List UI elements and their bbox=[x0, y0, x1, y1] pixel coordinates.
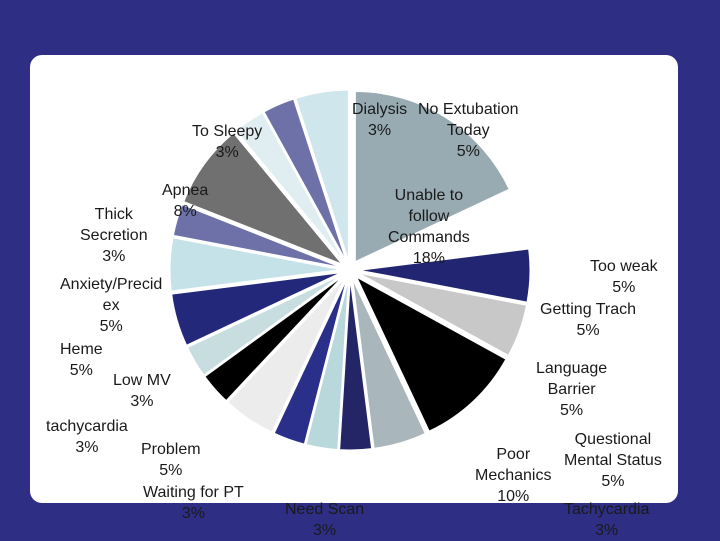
pie-slice bbox=[183, 132, 343, 265]
pie-slice bbox=[172, 203, 341, 268]
slice-label-getting-trach: Getting Trach 5% bbox=[540, 301, 637, 339]
slice-label-waiting-for-pt: Waiting for PT 3% bbox=[143, 484, 244, 522]
slice-label-unable-to-follow: Unable to follow Commands 18% bbox=[388, 187, 470, 267]
slice-label-low-mv: Low MV 3% bbox=[113, 372, 171, 410]
pie-slice bbox=[305, 279, 349, 451]
pie-slice bbox=[169, 237, 341, 292]
pie-slice bbox=[295, 89, 349, 261]
pie-slice bbox=[354, 91, 510, 263]
pie-slice bbox=[359, 248, 531, 303]
pie-slice bbox=[339, 279, 373, 451]
pie-slice bbox=[355, 276, 507, 432]
pie-slice bbox=[359, 272, 527, 356]
slice-label-anxiety: Anxiety/Precid ex 5% bbox=[60, 276, 163, 335]
slice-label-apnea: Apnea 8% bbox=[162, 182, 209, 220]
slice-label-poor-mechanics: Poor Mechanics 10% bbox=[475, 446, 552, 505]
pie-slice bbox=[273, 279, 348, 445]
pie-slice bbox=[227, 277, 345, 433]
slice-label-need-scan: Need Scan 3% bbox=[285, 501, 365, 539]
pie-slice bbox=[235, 112, 345, 263]
slice-label-too-weak: Too weak 5% bbox=[590, 258, 658, 296]
pie-slice bbox=[359, 194, 529, 268]
slice-label-tachycardia: Tachycardia 3% bbox=[564, 501, 650, 539]
pie-slice bbox=[204, 276, 343, 402]
slice-label-no-extubation: No Extubation Today 5% bbox=[418, 101, 519, 160]
slice-label-thick-secretion: Thick Secretion 3% bbox=[80, 206, 148, 265]
slice-label-tachycardia-lower: tachycardia 3% bbox=[46, 418, 128, 456]
slice-label-problem: Problem 5% bbox=[141, 441, 201, 479]
slice-label-language-barrier: Language Barrier 5% bbox=[536, 360, 608, 419]
slice-label-heme: Heme 5% bbox=[60, 341, 103, 379]
slice-label-mental-status: Questional Mental Status 5% bbox=[564, 431, 662, 490]
pie-slice bbox=[171, 272, 341, 346]
pie-slice bbox=[352, 279, 426, 449]
pie-slice bbox=[263, 98, 347, 262]
pie-slice bbox=[186, 274, 342, 376]
slice-label-to-sleepy: To Sleepy 3% bbox=[192, 123, 263, 161]
slice-label-dialysis: Dialysis 3% bbox=[352, 101, 408, 139]
